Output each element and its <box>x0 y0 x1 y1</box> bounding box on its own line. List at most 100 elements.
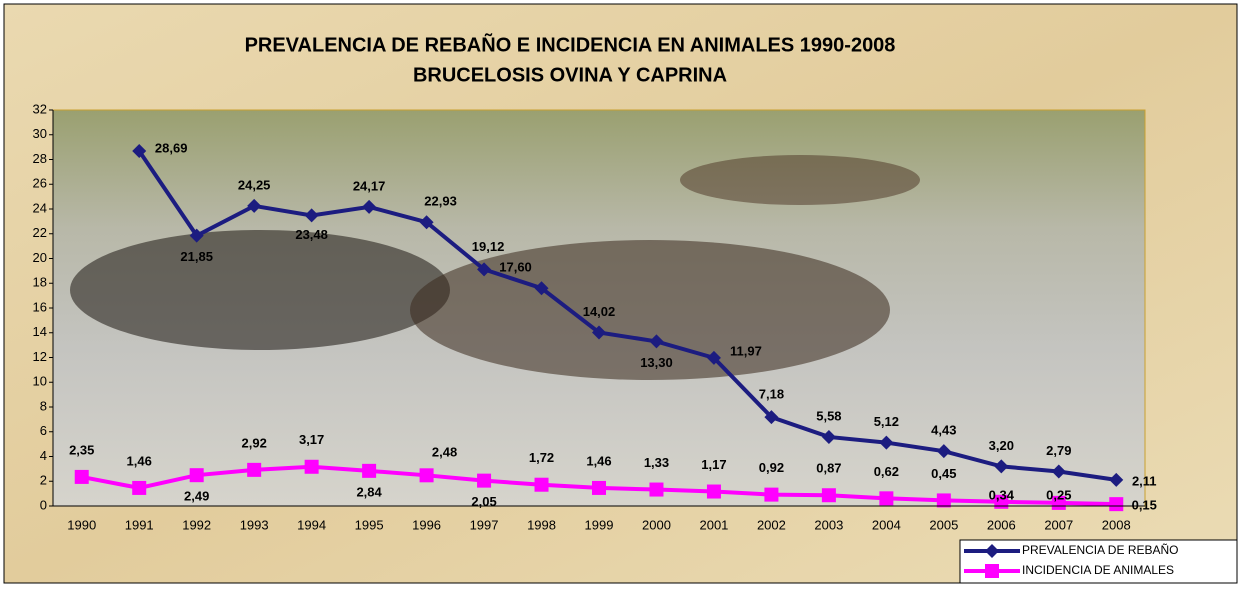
chart-title: PREVALENCIA DE REBAÑO E INCIDENCIA EN AN… <box>245 33 896 56</box>
x-tick-label: 1995 <box>355 517 384 532</box>
y-tick-label: 0 <box>40 497 47 512</box>
data-label: 3,17 <box>299 432 324 447</box>
point <box>304 208 319 223</box>
data-label: 19,12 <box>472 239 505 254</box>
legend-box <box>959 539 1238 584</box>
point <box>477 262 492 277</box>
y-tick-label: 12 <box>33 349 47 364</box>
x-tick-label: 1993 <box>240 517 269 532</box>
data-label: 1,72 <box>529 450 554 465</box>
point <box>592 480 606 495</box>
point <box>994 494 1009 509</box>
data-label: 2,84 <box>356 484 382 499</box>
x-tick-label: 1997 <box>470 517 499 532</box>
x-tick-label: 2005 <box>929 517 958 532</box>
point <box>592 325 606 340</box>
point <box>247 462 262 477</box>
point <box>247 198 262 213</box>
y-tick-label: 20 <box>33 250 47 265</box>
y-tick-label: 2 <box>40 473 47 488</box>
photo-shape <box>70 230 450 350</box>
point <box>1051 464 1066 479</box>
point <box>649 482 664 497</box>
x-tick-label: 1999 <box>585 517 614 532</box>
point <box>879 435 894 450</box>
y-tick-label: 30 <box>33 126 47 141</box>
x-tick-label: 1994 <box>297 517 326 532</box>
data-label: 22,93 <box>424 194 457 209</box>
data-label: 5,58 <box>816 408 841 423</box>
data-label: 0,87 <box>816 461 841 476</box>
point <box>419 468 434 483</box>
point <box>1109 497 1124 512</box>
data-label: 13,30 <box>640 355 673 370</box>
x-tick-label: 1990 <box>67 517 96 532</box>
y-tick-label: 24 <box>33 200 47 215</box>
point <box>764 410 779 425</box>
point <box>362 199 377 214</box>
point <box>821 429 836 444</box>
photo-shape <box>410 240 890 380</box>
point <box>1109 472 1124 487</box>
data-label: 2,35 <box>69 442 94 457</box>
x-tick-label: 2008 <box>1102 517 1131 532</box>
x-tick-label: 1998 <box>527 517 556 532</box>
data-label: 21,85 <box>180 249 213 264</box>
point <box>132 480 147 495</box>
data-label: 0,34 <box>989 488 1015 503</box>
data-label: 24,25 <box>238 177 271 192</box>
legend-marker <box>985 564 999 578</box>
x-tick-label: 2002 <box>757 517 786 532</box>
data-label: 24,17 <box>353 178 386 193</box>
point <box>132 143 147 158</box>
y-tick-label: 4 <box>40 448 47 463</box>
point <box>879 491 894 506</box>
y-tick-label: 10 <box>33 374 47 389</box>
data-label: 0,45 <box>931 466 956 481</box>
data-label: 3,20 <box>989 438 1014 453</box>
point <box>189 468 204 483</box>
point <box>936 444 951 459</box>
chart-subtitle: BRUCELOSIS OVINA Y CAPRINA <box>413 64 727 86</box>
data-label: 5,12 <box>874 414 899 429</box>
point <box>649 334 664 349</box>
series-line <box>137 149 1117 482</box>
y-tick-label: 14 <box>33 324 47 339</box>
data-label: 14,02 <box>583 304 616 319</box>
point <box>477 473 492 488</box>
x-tick-label: 2007 <box>1044 517 1073 532</box>
data-label: 1,46 <box>127 453 152 468</box>
x-tick-label: 2006 <box>987 517 1016 532</box>
point <box>936 493 951 508</box>
data-label: 0,25 <box>1046 488 1071 503</box>
x-tick-label: 2004 <box>872 517 901 532</box>
y-tick-label: 28 <box>33 151 47 166</box>
data-label: 0,62 <box>874 464 899 479</box>
y-tick-label: 16 <box>33 299 47 314</box>
point <box>994 459 1009 474</box>
data-label: 2,11 <box>1132 473 1157 488</box>
legend-label: PREVALENCIA DE REBAÑO <box>1022 543 1179 557</box>
x-tick-label: 1991 <box>125 517 154 532</box>
y-tick-label: 22 <box>33 225 47 240</box>
data-label: 0,15 <box>1132 498 1157 513</box>
x-tick-label: 2003 <box>814 517 843 532</box>
y-tick-label: 18 <box>33 275 47 290</box>
data-label: 2,49 <box>184 489 209 504</box>
point <box>706 350 721 365</box>
data-label: 1,46 <box>586 453 611 468</box>
point <box>304 459 319 474</box>
data-label: 1,33 <box>644 455 669 470</box>
point <box>534 477 549 492</box>
data-label: 11,97 <box>730 343 762 358</box>
point <box>74 469 89 484</box>
data-label: 2,05 <box>471 494 496 509</box>
data-label: 2,48 <box>432 445 457 460</box>
y-tick-label: 32 <box>33 101 47 116</box>
data-label: 17,60 <box>499 260 532 275</box>
point <box>706 484 721 499</box>
x-tick-label: 1996 <box>412 517 441 532</box>
legend: PREVALENCIA DE REBAÑO INCIDENCIA DE ANIMA… <box>959 539 1238 584</box>
point <box>419 215 434 230</box>
